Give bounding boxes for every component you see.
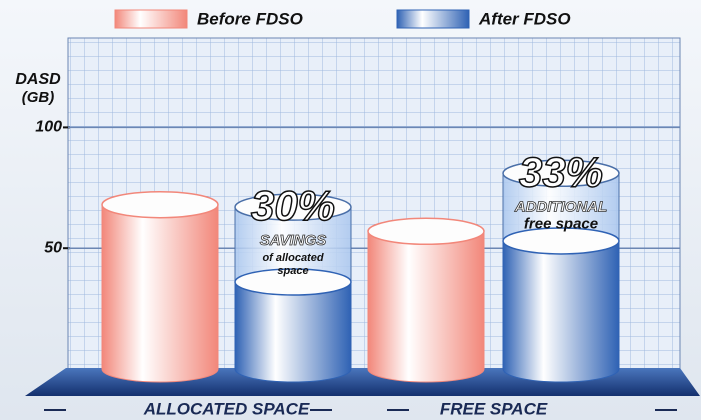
ghost-cylinder-top: [234, 193, 352, 221]
cylinder-top: [234, 268, 352, 296]
ghost-cylinder-top: [502, 159, 620, 188]
cylinder: [101, 190, 219, 383]
legend-label: After FDSO: [478, 9, 571, 28]
annotation-percent: 30%: [251, 182, 335, 229]
x-tick-label: ALLOCATED SPACE: [143, 399, 310, 418]
cylinder-body: [234, 281, 352, 383]
cylinder-body: [502, 240, 620, 383]
cylinder-top: [367, 217, 485, 246]
annotation-heading: SAVINGS: [260, 232, 326, 249]
x-tick-label: FREE SPACE: [440, 399, 548, 418]
cylinder: [502, 227, 620, 383]
legend-swatch: [396, 9, 470, 29]
cylinder: [234, 268, 352, 383]
y-axis-unit: (GB): [22, 89, 55, 106]
annotation-percent: 33%: [519, 148, 603, 195]
cylinder-top: [502, 227, 620, 255]
legend-swatch: [114, 9, 188, 29]
legend-label: Before FDSO: [197, 9, 303, 28]
y-tick-label: 50: [44, 239, 62, 256]
y-tick-label: 100: [35, 119, 62, 136]
annotation-note: of allocated: [262, 252, 323, 264]
cylinder: [367, 217, 485, 383]
annotation-note: free space: [524, 215, 598, 232]
cylinder-body: [367, 230, 485, 383]
y-axis-label: DASD: [15, 71, 61, 88]
annotation-note: space: [277, 265, 308, 277]
cylinder-body: [101, 204, 219, 383]
annotation-heading: ADDITIONAL: [514, 198, 608, 215]
cylinder-top: [101, 190, 219, 219]
